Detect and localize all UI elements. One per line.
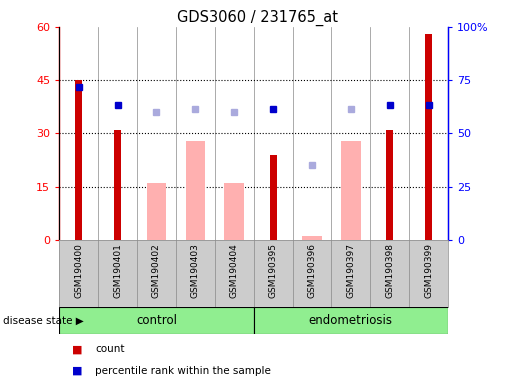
Text: GSM190404: GSM190404	[230, 243, 238, 298]
Bar	[147, 183, 166, 240]
Bar	[114, 130, 121, 240]
Text: GSM190403: GSM190403	[191, 243, 200, 298]
Text: endometriosis: endometriosis	[309, 314, 393, 327]
Text: ■: ■	[72, 366, 82, 376]
Bar	[185, 141, 205, 240]
Text: GSM190398: GSM190398	[385, 243, 394, 298]
Text: GSM190397: GSM190397	[347, 243, 355, 298]
Bar	[302, 237, 322, 240]
Text: GDS3060 / 231765_at: GDS3060 / 231765_at	[177, 10, 338, 26]
Text: GSM190396: GSM190396	[307, 243, 316, 298]
Bar	[341, 141, 360, 240]
Text: GSM190401: GSM190401	[113, 243, 122, 298]
Bar	[75, 80, 82, 240]
Text: percentile rank within the sample: percentile rank within the sample	[95, 366, 271, 376]
Text: GSM190395: GSM190395	[269, 243, 278, 298]
Text: control: control	[136, 314, 177, 327]
Bar	[386, 130, 393, 240]
Bar	[59, 307, 253, 334]
Bar	[269, 155, 277, 240]
Bar	[225, 183, 244, 240]
Bar	[253, 307, 448, 334]
Text: ■: ■	[72, 344, 82, 354]
Text: count: count	[95, 344, 125, 354]
Bar	[425, 34, 432, 240]
Text: GSM190400: GSM190400	[74, 243, 83, 298]
Text: GSM190402: GSM190402	[152, 243, 161, 298]
Text: disease state ▶: disease state ▶	[3, 316, 83, 326]
Text: GSM190399: GSM190399	[424, 243, 433, 298]
